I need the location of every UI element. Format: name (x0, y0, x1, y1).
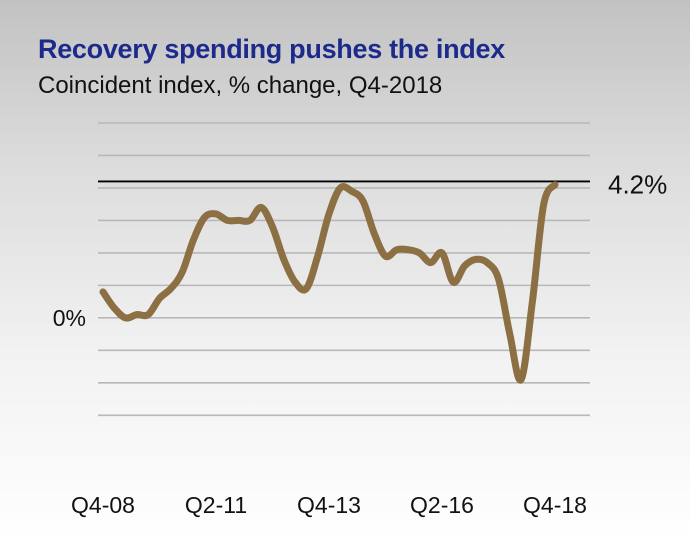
data-point (406, 248, 410, 252)
labels-group: Q4-08 Q2-11 Q4-13 Q2-16 Q4-18 0% 4.2% (53, 170, 668, 518)
data-point (271, 225, 275, 229)
data-point (203, 215, 207, 219)
data-point (384, 254, 388, 258)
data-point (112, 306, 116, 310)
series-line (99, 181, 559, 384)
chart-subtitle: Coincident index, % change, Q4-2018 (38, 72, 443, 99)
x-tick-label: Q4-18 (523, 492, 587, 518)
data-point (497, 277, 501, 281)
data-point (282, 257, 286, 261)
x-tick-label: Q2-16 (410, 492, 474, 518)
data-point (519, 378, 523, 382)
data-point (248, 218, 252, 222)
data-point (169, 287, 173, 291)
data-point (293, 280, 297, 284)
data-point (327, 212, 331, 216)
data-point (146, 313, 150, 317)
data-point (429, 261, 433, 265)
data-point (530, 300, 534, 304)
x-tick-label: Q2-11 (185, 492, 247, 518)
data-point (191, 238, 195, 242)
data-point (338, 186, 342, 190)
data-point (417, 251, 421, 255)
data-point (463, 264, 467, 268)
data-point (304, 287, 308, 291)
data-point (225, 218, 229, 222)
data-point (316, 254, 320, 258)
data-point (135, 313, 139, 317)
data-point (361, 199, 365, 203)
data-point (259, 205, 263, 209)
data-point (180, 270, 184, 274)
data-point (485, 261, 489, 265)
data-point (451, 280, 455, 284)
data-point (214, 212, 218, 216)
data-point (372, 231, 376, 235)
data-point (395, 248, 399, 252)
x-tick-label: Q4-13 (297, 492, 361, 518)
end-value-label: 4.2% (608, 170, 667, 200)
data-point (350, 189, 354, 193)
data-point (124, 316, 128, 320)
data-point (158, 296, 162, 300)
y-tick-label: 0% (53, 305, 86, 331)
data-point (101, 290, 105, 294)
data-point (474, 257, 478, 261)
series-group (99, 181, 559, 384)
x-tick-label: Q4-08 (71, 492, 135, 518)
data-point (553, 183, 557, 187)
data-point (237, 218, 241, 222)
chart-title: Recovery spending pushes the index (38, 34, 505, 64)
data-point (440, 251, 444, 255)
data-point (542, 202, 546, 206)
data-point (508, 332, 512, 336)
